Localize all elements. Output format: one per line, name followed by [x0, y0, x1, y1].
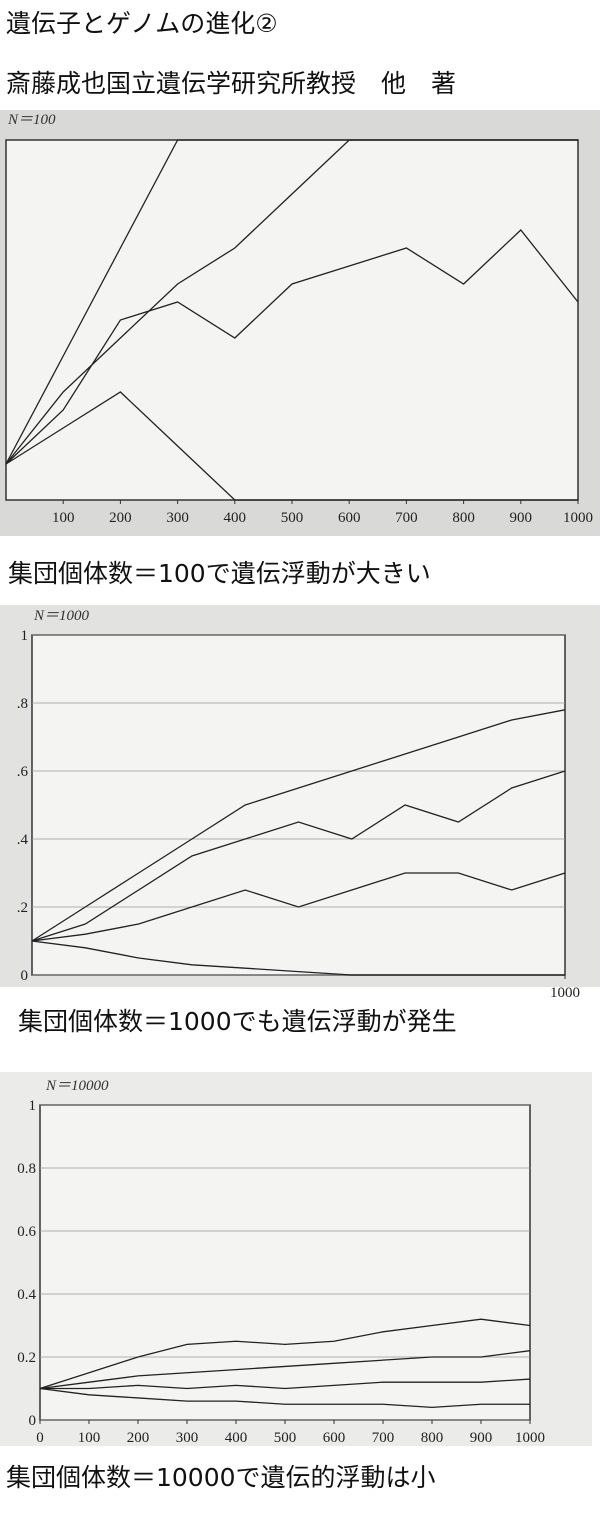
series-line — [39, 1318, 531, 1390]
x-tick-label: 700 — [395, 510, 418, 526]
series-line — [5, 139, 578, 465]
series-line — [31, 940, 565, 976]
x-tick-label: 1000 — [550, 985, 580, 1001]
x-tick-label: 1000 — [515, 1430, 545, 1446]
y-tick-label: 0.6 — [17, 1224, 36, 1240]
x-tick-label: 600 — [323, 1430, 346, 1446]
x-tick-label: 300 — [166, 510, 189, 526]
panel-label: N＝10000 — [45, 1078, 109, 1094]
y-tick-label: .8 — [17, 696, 28, 712]
series-line — [5, 229, 579, 465]
x-tick-label: 500 — [274, 1430, 297, 1446]
x-tick-label: 1000 — [563, 510, 593, 526]
panel-label: N＝100 — [7, 112, 56, 128]
series-line — [5, 391, 578, 501]
y-tick-label: 1 — [21, 628, 29, 644]
x-tick-label: 800 — [452, 510, 475, 526]
series-line — [39, 1350, 531, 1390]
series-line — [31, 872, 566, 942]
y-tick-label: 0 — [29, 1413, 37, 1429]
caption: 集団個体数＝10000で遺伝的浮動は小 — [6, 1463, 436, 1492]
y-tick-label: .2 — [17, 900, 28, 916]
x-tick-label: 0 — [36, 1430, 44, 1446]
series-line — [31, 709, 566, 942]
y-tick-label: 0.4 — [17, 1287, 36, 1303]
x-tick-label: 900 — [470, 1430, 493, 1446]
plot-area — [31, 634, 566, 976]
series-line — [39, 1387, 530, 1409]
x-tick-label: 100 — [78, 1430, 101, 1446]
x-tick-label: 200 — [127, 1430, 150, 1446]
y-tick-label: 1 — [29, 1098, 37, 1114]
title: 遺伝子とゲノムの進化② — [6, 9, 278, 38]
plot-area — [5, 139, 579, 501]
x-tick-label: 200 — [109, 510, 132, 526]
panel-label: N＝1000 — [33, 608, 90, 624]
x-tick-label: 600 — [338, 510, 361, 526]
series-line — [40, 1378, 531, 1390]
y-tick-label: 0.8 — [17, 1161, 36, 1177]
x-tick-label: 500 — [281, 510, 304, 526]
x-tick-label: 900 — [510, 510, 533, 526]
x-tick-label: 700 — [372, 1430, 395, 1446]
caption: 集団個体数＝1000でも遺伝浮動が発生 — [18, 1007, 457, 1036]
author: 斎藤成也国立遺伝学研究所教授 他 著 — [6, 69, 456, 98]
x-tick-label: 800 — [421, 1430, 444, 1446]
x-tick-label: 400 — [225, 1430, 248, 1446]
x-tick-label: 400 — [224, 510, 247, 526]
x-tick-label: 100 — [52, 510, 75, 526]
y-tick-label: 0.2 — [17, 1350, 36, 1366]
y-tick-label: 0 — [21, 968, 29, 984]
x-tick-label: 300 — [176, 1430, 199, 1446]
series-line — [31, 770, 566, 942]
y-tick-label: .6 — [17, 764, 29, 780]
plot-area — [39, 1104, 531, 1421]
caption: 集団個体数＝100で遺伝浮動が大きい — [8, 559, 431, 588]
y-tick-label: .4 — [17, 832, 29, 848]
